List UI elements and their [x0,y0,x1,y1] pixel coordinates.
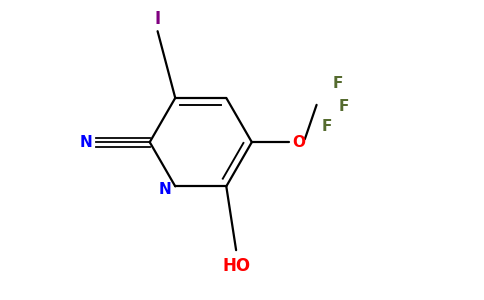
Text: N: N [79,135,92,150]
Text: N: N [159,182,172,197]
Text: F: F [333,76,343,91]
Text: I: I [154,11,161,28]
Text: HO: HO [222,257,250,275]
Text: F: F [339,99,349,114]
Text: O: O [292,135,305,150]
Text: F: F [321,119,332,134]
